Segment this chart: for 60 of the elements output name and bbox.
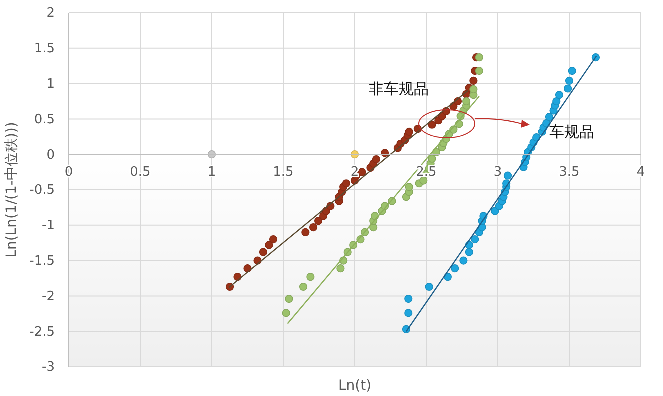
point: [269, 236, 278, 244]
point: [372, 156, 381, 164]
point: [565, 76, 574, 86]
y-tick-label: 2: [46, 6, 55, 22]
x-tick-label: 0: [64, 164, 74, 180]
y-tick-label: -3: [42, 360, 55, 376]
y-tick-label: -0.5: [30, 183, 55, 198]
point: [342, 180, 350, 188]
point: [314, 217, 323, 226]
point: [428, 120, 436, 129]
x-tick-label: 3.5: [559, 164, 580, 180]
y-axis-title: Ln(Ln(1/(1-中位秩))): [4, 122, 20, 258]
point: [471, 236, 480, 244]
x-tick-label: 4: [636, 164, 646, 180]
point: [491, 207, 500, 216]
x-tick-label: 3: [494, 164, 502, 180]
point: [470, 85, 478, 94]
y-tick-label: -1: [42, 218, 55, 234]
point: [552, 97, 561, 106]
x-tick-label: 1: [208, 164, 216, 180]
x-tick-label: 1.5: [273, 164, 294, 180]
point: [336, 264, 345, 273]
point: [475, 54, 484, 62]
point: [470, 76, 478, 86]
point: [465, 248, 474, 256]
y-tick-label: -2.5: [30, 324, 55, 340]
point: [451, 264, 460, 273]
point: [306, 273, 315, 282]
point: [302, 228, 310, 237]
point: [428, 154, 436, 163]
y-tick-label: 0.5: [34, 112, 55, 128]
point: [299, 282, 308, 292]
point: [282, 309, 290, 318]
point: [568, 67, 576, 76]
x-axis-title: Ln(t): [338, 378, 372, 394]
annotation: 车规品: [550, 123, 594, 142]
point: [425, 282, 434, 292]
point: [475, 67, 484, 76]
point: [405, 183, 414, 192]
point: [555, 91, 564, 100]
point: [460, 256, 468, 265]
point: [504, 172, 512, 180]
point: [259, 248, 268, 256]
point: [265, 241, 274, 250]
point: [404, 294, 413, 304]
point: [404, 309, 413, 318]
y-tick-label: 0: [46, 148, 55, 163]
x-tick-label: 0.5: [130, 164, 151, 180]
y-tick-label: 1: [46, 76, 55, 92]
point: [545, 113, 554, 122]
y-tick-label: -2: [42, 289, 55, 304]
point: [564, 84, 572, 93]
point: [309, 223, 318, 232]
point: [285, 294, 294, 304]
point: [358, 168, 366, 176]
annotation: 非车规品: [369, 80, 429, 98]
y-tick-label: 1.5: [34, 42, 55, 57]
point: [462, 97, 471, 106]
point: [405, 128, 414, 136]
y-tick-label: -1.5: [30, 254, 55, 269]
